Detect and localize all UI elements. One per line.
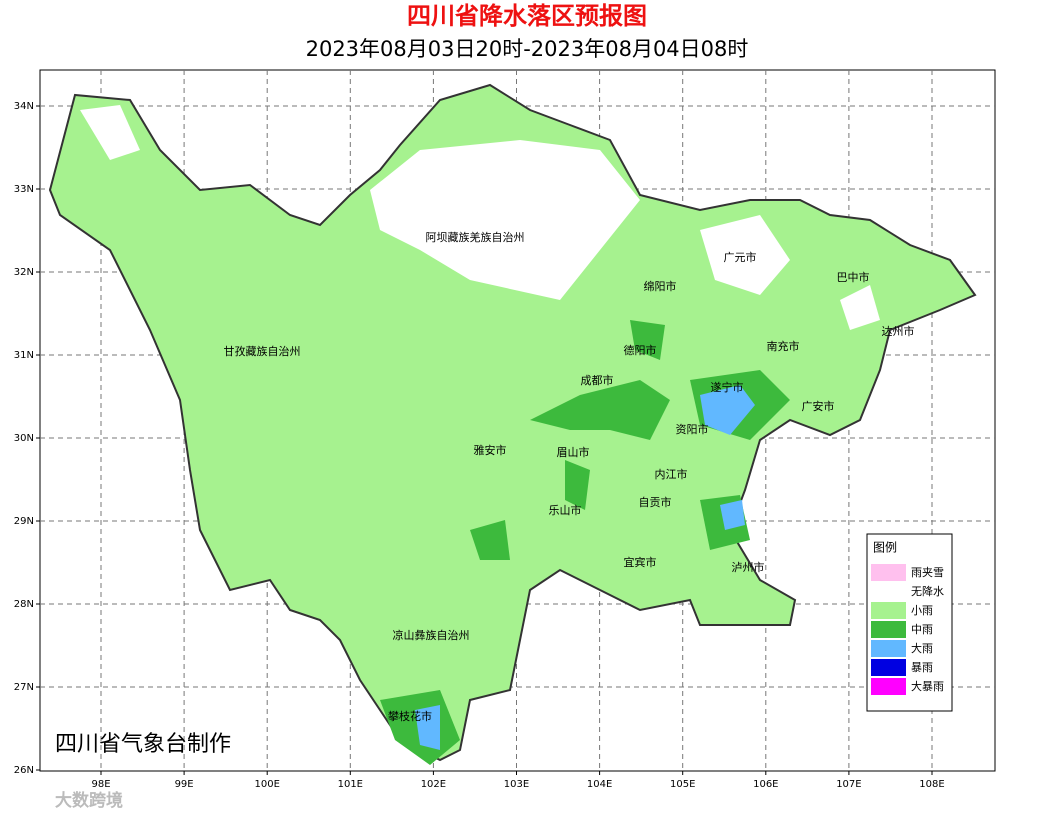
lon-tick-label: 105E	[670, 779, 695, 790]
title: 四川省降水落区预报图	[407, 2, 647, 30]
region-label: 甘孜藏族自治州	[224, 344, 301, 358]
no-rain-area	[370, 140, 640, 300]
region-label: 德阳市	[624, 343, 657, 357]
region-label: 攀枝花市	[388, 709, 432, 723]
region-label: 眉山市	[557, 445, 590, 459]
lat-tick-label: 33N	[14, 184, 34, 195]
region-label: 遂宁市	[711, 380, 744, 394]
lon-tick-label: 108E	[919, 779, 944, 790]
lat-tick-label: 34N	[14, 101, 34, 112]
legend-swatch	[871, 640, 906, 657]
legend-swatch	[871, 659, 906, 676]
region-label: 宜宾市	[624, 555, 657, 569]
no-rain-area	[700, 215, 790, 295]
moderate-rain-area	[565, 460, 590, 510]
heavy-rain-area	[415, 705, 440, 750]
lon-tick-label: 107E	[836, 779, 861, 790]
lat-tick-label: 29N	[14, 516, 34, 527]
legend-label: 大暴雨	[911, 679, 944, 693]
lat-tick-label: 28N	[14, 599, 34, 610]
region-label: 自贡市	[639, 495, 672, 509]
legend-swatch	[871, 564, 906, 581]
no-rain-area	[80, 105, 140, 160]
subtitle: 2023年08月03日20时-2023年08月04日08时	[306, 37, 749, 61]
legend-label: 大雨	[911, 641, 933, 655]
region-label: 巴中市	[837, 270, 870, 284]
region-label: 内江市	[655, 467, 688, 481]
legend-label: 中雨	[911, 623, 933, 636]
legend-label: 暴雨	[911, 661, 933, 674]
watermark: 大数跨境	[55, 790, 123, 811]
credit: 四川省气象台制作	[55, 732, 231, 757]
heavy-rain-area	[700, 385, 755, 435]
lon-tick-label: 100E	[254, 779, 279, 790]
lat-tick-label: 31N	[14, 350, 34, 361]
region-label: 成都市	[581, 373, 614, 387]
lon-tick-label: 102E	[421, 779, 446, 790]
region-label: 南充市	[767, 339, 800, 353]
lon-tick-label: 99E	[175, 779, 194, 790]
legend-swatch	[871, 678, 906, 695]
legend-swatch	[871, 621, 906, 638]
legend-label: 无降水	[911, 584, 944, 598]
legend-label: 雨夹雪	[911, 566, 944, 579]
legend-label: 小雨	[911, 604, 933, 617]
moderate-rain-area	[630, 320, 665, 360]
lat-tick-label: 26N	[14, 765, 34, 776]
lon-tick-label: 106E	[753, 779, 778, 790]
region-label: 阿坝藏族羌族自治州	[426, 230, 525, 244]
legend-title: 图例	[873, 541, 897, 555]
lat-tick-label: 32N	[14, 267, 34, 278]
region-label: 绵阳市	[644, 279, 677, 293]
region-label: 广安市	[802, 399, 835, 413]
region-labels: 阿坝藏族羌族自治州 广元市 巴中市 绵阳市 德阳市 南充市 达州市 甘孜藏族自治…	[224, 230, 915, 723]
moderate-rain-area	[470, 520, 510, 560]
lat-tick-label: 30N	[14, 433, 34, 444]
region-label: 雅安市	[474, 443, 507, 457]
region-label: 凉山彝族自治州	[393, 628, 470, 642]
lon-tick-label: 101E	[338, 779, 363, 790]
lat-tick-label: 27N	[14, 682, 34, 693]
region-label: 泸州市	[732, 560, 765, 574]
lon-tick-label: 103E	[504, 779, 529, 790]
region-label: 资阳市	[676, 422, 709, 436]
province	[48, 83, 977, 765]
legend-swatch	[871, 583, 906, 600]
lon-tick-label: 98E	[91, 779, 110, 790]
region-label: 广元市	[724, 250, 757, 264]
heavy-rain-area	[720, 500, 745, 530]
region-label: 达州市	[882, 324, 915, 338]
moderate-rain-area	[530, 380, 670, 440]
region-label: 乐山市	[549, 503, 582, 517]
lon-tick-label: 104E	[587, 779, 612, 790]
no-rain-area	[840, 285, 880, 330]
legend-swatch	[871, 602, 906, 619]
